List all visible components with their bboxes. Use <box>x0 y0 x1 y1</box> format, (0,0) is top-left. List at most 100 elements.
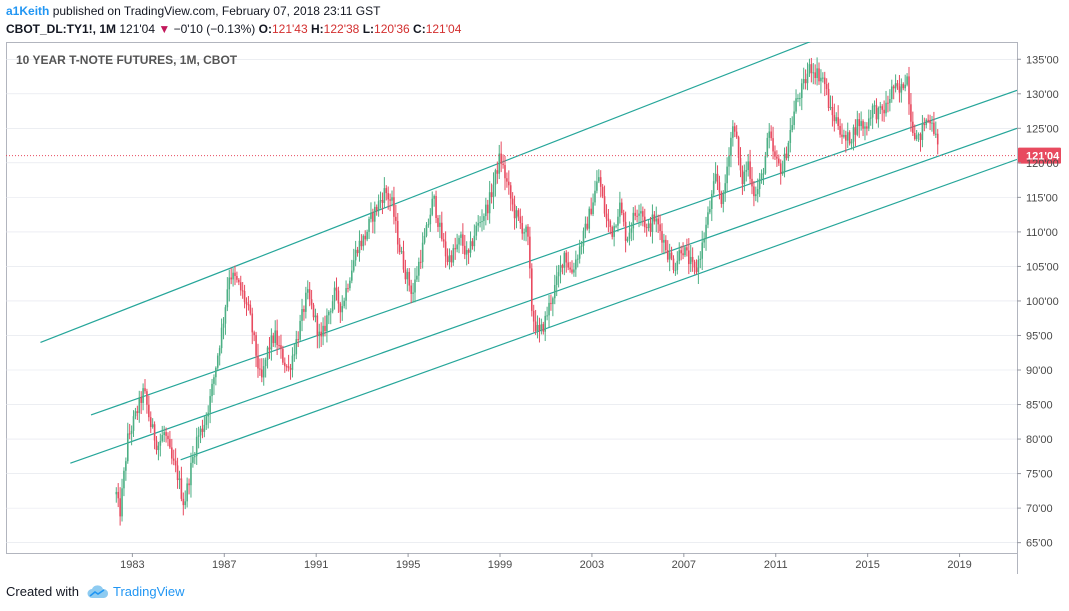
candle[interactable] <box>712 172 715 196</box>
author-link[interactable]: a1Keith <box>6 4 50 18</box>
candle[interactable] <box>783 147 786 178</box>
candle[interactable] <box>624 211 627 253</box>
candle[interactable] <box>538 317 541 343</box>
candle[interactable] <box>527 224 529 246</box>
candle[interactable] <box>703 232 705 249</box>
candle[interactable] <box>490 183 493 204</box>
candle[interactable] <box>259 358 261 376</box>
candle[interactable] <box>172 449 175 466</box>
candle[interactable] <box>575 250 577 277</box>
candle[interactable] <box>548 294 550 328</box>
candle[interactable] <box>205 412 208 430</box>
candle[interactable] <box>126 422 129 464</box>
candle[interactable] <box>385 185 388 201</box>
candle[interactable] <box>261 358 263 383</box>
candle[interactable] <box>234 265 236 286</box>
candle[interactable] <box>379 191 382 209</box>
candle[interactable] <box>804 69 807 90</box>
candle[interactable] <box>308 281 311 307</box>
candle[interactable] <box>494 168 497 197</box>
candle[interactable] <box>892 84 895 100</box>
candle[interactable] <box>923 117 926 132</box>
candle[interactable] <box>603 185 606 217</box>
candle[interactable] <box>691 247 694 272</box>
candle[interactable] <box>360 234 363 251</box>
candle[interactable] <box>161 425 164 443</box>
candle[interactable] <box>695 259 698 275</box>
candle[interactable] <box>933 111 935 136</box>
candle[interactable] <box>268 337 271 359</box>
candle[interactable] <box>232 268 234 287</box>
candle[interactable] <box>224 304 227 335</box>
candle[interactable] <box>632 207 635 241</box>
candle[interactable] <box>456 233 458 253</box>
candle[interactable] <box>192 445 194 468</box>
candle[interactable] <box>586 216 589 231</box>
candle[interactable] <box>770 125 772 141</box>
candle[interactable] <box>910 93 912 132</box>
candle[interactable] <box>368 216 370 240</box>
candle[interactable] <box>151 418 154 429</box>
candle[interactable] <box>293 343 296 362</box>
candle[interactable] <box>180 466 183 502</box>
candle[interactable] <box>171 438 173 465</box>
candle[interactable] <box>699 251 702 269</box>
candle[interactable] <box>653 211 656 225</box>
candle[interactable] <box>890 79 893 103</box>
candle[interactable] <box>873 100 876 115</box>
candle[interactable] <box>383 177 386 209</box>
candle[interactable] <box>530 263 533 317</box>
candle[interactable] <box>465 241 468 266</box>
candle[interactable] <box>599 170 602 198</box>
candle[interactable] <box>446 248 449 266</box>
candle[interactable] <box>144 379 146 394</box>
candle[interactable] <box>793 100 795 130</box>
candle[interactable] <box>203 415 206 438</box>
candle[interactable] <box>823 71 826 97</box>
candle[interactable] <box>686 238 688 257</box>
candle[interactable] <box>306 280 309 300</box>
candle[interactable] <box>617 209 619 232</box>
candle[interactable] <box>931 115 933 132</box>
candle[interactable] <box>670 246 673 261</box>
candle[interactable] <box>613 222 615 247</box>
candle[interactable] <box>408 268 411 292</box>
candle[interactable] <box>356 246 359 257</box>
candle[interactable] <box>525 224 527 242</box>
candle[interactable] <box>596 170 598 194</box>
candle[interactable] <box>159 433 162 457</box>
candle[interactable] <box>222 317 225 340</box>
candle[interactable] <box>936 129 939 155</box>
candle[interactable] <box>902 82 905 91</box>
candle[interactable] <box>649 216 652 237</box>
candle[interactable] <box>370 202 372 223</box>
candle[interactable] <box>860 111 862 131</box>
candle[interactable] <box>766 132 769 158</box>
candle[interactable] <box>573 262 575 277</box>
candle[interactable] <box>381 192 384 215</box>
candle[interactable] <box>689 244 692 272</box>
candle[interactable] <box>511 192 514 212</box>
candle[interactable] <box>678 242 681 265</box>
candle[interactable] <box>825 78 828 96</box>
candle[interactable] <box>737 135 740 166</box>
candle[interactable] <box>665 235 667 254</box>
candle[interactable] <box>419 249 422 270</box>
candle[interactable] <box>395 204 397 233</box>
candle[interactable] <box>822 72 824 83</box>
candle[interactable] <box>247 296 250 311</box>
candle[interactable] <box>255 331 257 368</box>
candle[interactable] <box>251 307 254 345</box>
candle[interactable] <box>473 224 476 252</box>
candle[interactable] <box>467 248 470 264</box>
candle[interactable] <box>410 279 412 304</box>
candle[interactable] <box>827 82 830 112</box>
candle[interactable] <box>249 300 252 316</box>
candle[interactable] <box>582 227 585 254</box>
candle[interactable] <box>592 193 594 217</box>
candle[interactable] <box>197 426 200 449</box>
candle[interactable] <box>816 57 818 86</box>
candle[interactable] <box>848 130 851 146</box>
candle[interactable] <box>463 234 466 260</box>
candle[interactable] <box>666 240 669 263</box>
